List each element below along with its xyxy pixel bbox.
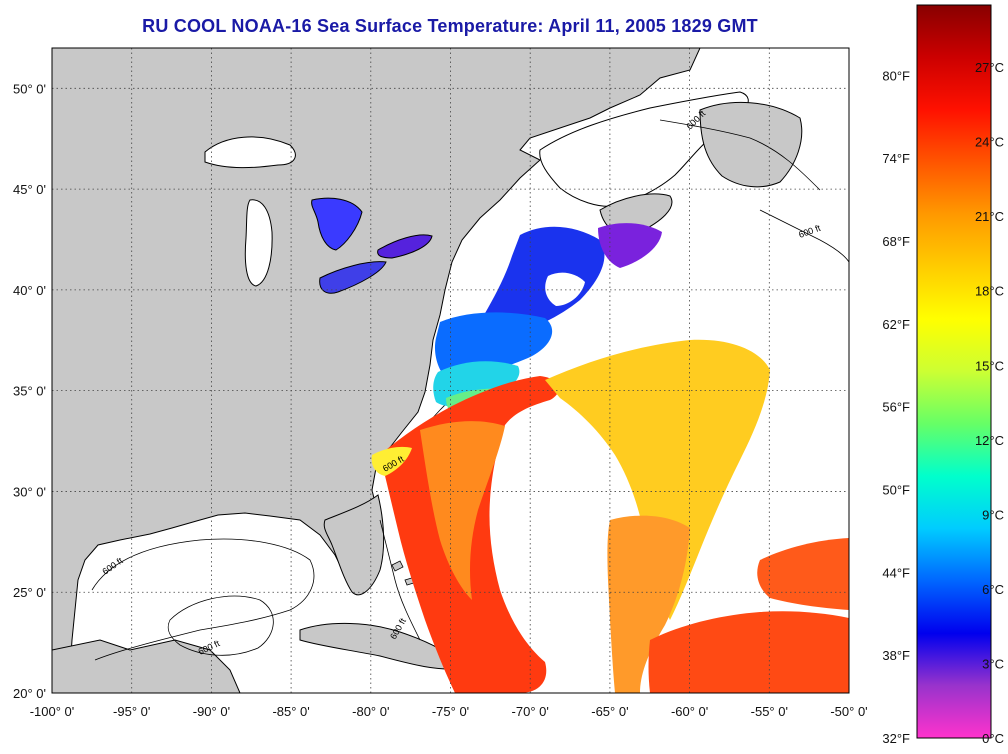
newfoundland-land bbox=[699, 102, 803, 188]
colorbar-fahrenheit-label: 74°F bbox=[882, 151, 910, 166]
colorbar-scale bbox=[916, 4, 992, 739]
sst-east-orange bbox=[607, 515, 690, 693]
colorbar-fahrenheit-label: 50°F bbox=[882, 483, 910, 498]
lake-erie bbox=[319, 261, 387, 294]
colorbar-celsius-label: 18°C bbox=[975, 284, 1004, 299]
y-tick-label: 45° 0' bbox=[13, 182, 46, 197]
colorbar-fahrenheit-label: 38°F bbox=[882, 648, 910, 663]
colorbar-fahrenheit-label: 56°F bbox=[882, 400, 910, 415]
lake-ontario bbox=[377, 234, 433, 259]
x-tick-label: -65° 0' bbox=[591, 704, 628, 719]
x-tick-label: -90° 0' bbox=[193, 704, 230, 719]
y-tick-label: 40° 0' bbox=[13, 283, 46, 298]
x-tick-label: -95° 0' bbox=[113, 704, 150, 719]
yucatan-land bbox=[52, 639, 241, 693]
x-axis-ticks: -100° 0' -95° 0' -90° 0' -85° 0' -80° 0' -75°… bbox=[30, 704, 868, 719]
sst-data-overlay bbox=[371, 223, 849, 693]
colorbar-fahrenheit-label: 62°F bbox=[882, 317, 910, 332]
colorbar: 27°C 24°C 21°C 18°C 15°C 12°C 9°C 6°C 3°C 0°C 80°… bbox=[882, 4, 1004, 746]
y-tick-label: 25° 0' bbox=[13, 585, 46, 600]
colorbar-celsius-label: 3°C bbox=[982, 656, 1004, 671]
colorbar-celsius-label: 9°C bbox=[982, 507, 1004, 522]
y-axis-ticks: 50° 0' 45° 0' 40° 0' 35° 0' 30° 0' 25° 0' 20° … bbox=[13, 81, 46, 701]
sst-south-carolina-shelf bbox=[371, 446, 412, 476]
x-tick-label: -60° 0' bbox=[671, 704, 708, 719]
x-tick-label: -50° 0' bbox=[830, 704, 867, 719]
y-tick-label: 35° 0' bbox=[13, 384, 46, 399]
colorbar-celsius-label: 6°C bbox=[982, 582, 1004, 597]
north-america-land bbox=[52, 48, 701, 693]
colorbar-celsius-label: 15°C bbox=[975, 358, 1004, 373]
map-title: RU COOL NOAA-16 Sea Surface Temperature:… bbox=[142, 16, 758, 36]
colorbar-fahrenheit-label: 68°F bbox=[882, 234, 910, 249]
lake-huron bbox=[311, 197, 363, 251]
lake-superior bbox=[204, 136, 296, 169]
colorbar-fahrenheit-label: 80°F bbox=[882, 68, 910, 83]
colorbar-celsius-label: 21°C bbox=[975, 209, 1004, 224]
florida-land bbox=[323, 494, 385, 596]
x-tick-label: -85° 0' bbox=[272, 704, 309, 719]
map-frame bbox=[51, 47, 850, 694]
x-tick-label: -100° 0' bbox=[30, 704, 75, 719]
colorbar-celsius-label: 12°C bbox=[975, 433, 1004, 448]
colorbar-celsius-label: 24°C bbox=[975, 135, 1004, 150]
colorbar-celsius-label: 27°C bbox=[975, 60, 1004, 75]
colorbar-fahrenheit-labels: 80°F 74°F 68°F 62°F 56°F 50°F 44°F 38°F 32°F bbox=[882, 68, 910, 746]
colorbar-fahrenheit-label: 44°F bbox=[882, 565, 910, 580]
sst-south-red bbox=[648, 611, 849, 693]
sst-gulf-of-maine-purple bbox=[598, 223, 662, 268]
sst-nodata-patch bbox=[545, 272, 585, 306]
x-tick-label: -80° 0' bbox=[352, 704, 389, 719]
sst-sargasso-orange bbox=[420, 421, 505, 600]
sst-coastal-north-cold bbox=[481, 226, 605, 339]
y-tick-label: 30° 0' bbox=[13, 484, 46, 499]
x-tick-label: -75° 0' bbox=[432, 704, 469, 719]
colorbar-celsius-labels: 27°C 24°C 21°C 18°C 15°C 12°C 9°C 6°C 3°C 0°C bbox=[975, 60, 1004, 746]
x-tick-label: -70° 0' bbox=[512, 704, 549, 719]
map-panel: -100° 0' -95° 0' -90° 0' -85° 0' -80° 0' -75°… bbox=[13, 47, 868, 719]
lake-michigan bbox=[244, 199, 273, 287]
sst-open-ocean-yellow bbox=[545, 339, 770, 620]
y-tick-label: 20° 0' bbox=[13, 686, 46, 701]
x-tick-label: -55° 0' bbox=[751, 704, 788, 719]
colorbar-fahrenheit-label: 32°F bbox=[882, 731, 910, 746]
y-tick-label: 50° 0' bbox=[13, 81, 46, 96]
colorbar-celsius-label: 0°C bbox=[982, 731, 1004, 746]
